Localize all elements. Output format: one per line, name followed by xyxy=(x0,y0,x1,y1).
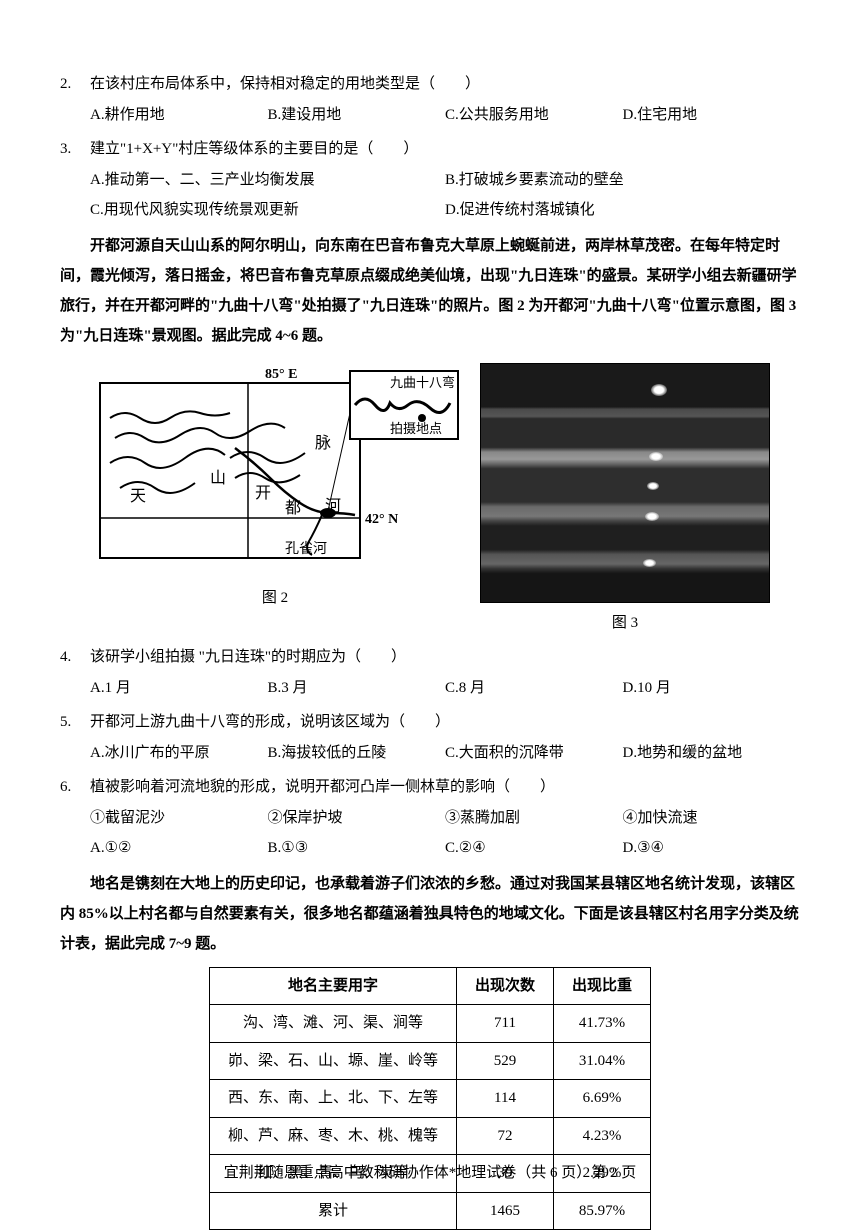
figure-2: 85° E 42° N 天 山 开 都 河 脉 孔雀河 九曲十八弯 xyxy=(90,363,460,613)
figure-3: 图 3 xyxy=(480,363,770,638)
passage-1: 开都河源自天山山系的阿尔明山，向东南在巴音布鲁克大草原上蜿蜒前进，两岸林草茂密。… xyxy=(60,231,800,351)
table-row: 柳、芦、麻、枣、木、桃、槐等724.23% xyxy=(209,1117,650,1155)
q6-item-2: ②保岸护坡 xyxy=(268,804,446,833)
lon-label: 85° E xyxy=(265,367,297,382)
fig3-caption: 图 3 xyxy=(612,609,638,638)
shan-label: 山 xyxy=(210,469,226,487)
table-header-row: 地名主要用字 出现次数 出现比重 xyxy=(209,967,650,1005)
q2-opt-a: A.耕作用地 xyxy=(90,101,268,130)
page-footer: 宜荆荆随恩重点高中教科研协作体*地理试卷（共 6 页）第 2 页 xyxy=(0,1159,860,1188)
question-2: 2. 在该村庄布局体系中，保持相对稳定的用地类型是（ ） A.耕作用地 B.建设… xyxy=(60,70,800,129)
q4-opt-d: D.10 月 xyxy=(623,674,801,703)
inset-point: 拍摄地点 xyxy=(390,421,442,436)
passage-2: 地名是镌刻在大地上的历史印记，也承载着游子们浓浓的乡愁。通过对我国某县辖区地名统… xyxy=(60,869,800,959)
kai-label: 开 xyxy=(255,485,271,502)
q6-opt-a: A.①② xyxy=(90,834,268,863)
q3-num: 3. xyxy=(60,135,90,164)
question-6: 6. 植被影响着河流地貌的形成，说明开都河凸岸一侧林草的影响（ ） ①截留泥沙 … xyxy=(60,773,800,863)
q2-stem: 在该村庄布局体系中，保持相对稳定的用地类型是（ ） xyxy=(90,70,800,99)
q6-opt-b: B.①③ xyxy=(268,834,446,863)
q2-num: 2. xyxy=(60,70,90,99)
q3-opt-b: B.打破城乡要素流动的壁垒 xyxy=(445,166,800,195)
q4-stem: 该研学小组拍摄 "九日连珠"的时期应为（ ） xyxy=(90,643,800,672)
q5-stem: 开都河上游九曲十八弯的形成，说明该区域为（ ） xyxy=(90,708,800,737)
q6-item-4: ④加快流速 xyxy=(623,804,801,833)
du-label: 都 xyxy=(285,499,301,517)
q2-opt-c: C.公共服务用地 xyxy=(445,101,623,130)
q6-opt-c: C.②④ xyxy=(445,834,623,863)
q4-num: 4. xyxy=(60,643,90,672)
table-row: 累计146585.97% xyxy=(209,1192,650,1230)
tian-label: 天 xyxy=(130,488,146,505)
map-diagram: 85° E 42° N 天 山 开 都 河 脉 孔雀河 九曲十八弯 xyxy=(90,363,460,578)
th-1: 地名主要用字 xyxy=(209,967,456,1005)
table-row: 峁、梁、石、山、塬、崖、岭等52931.04% xyxy=(209,1042,650,1080)
fig2-caption: 图 2 xyxy=(262,584,288,613)
q2-opt-b: B.建设用地 xyxy=(268,101,446,130)
sunset-photo xyxy=(480,363,770,603)
q3-opt-a: A.推动第一、二、三产业均衡发展 xyxy=(90,166,445,195)
q5-opt-c: C.大面积的沉降带 xyxy=(445,739,623,768)
table-row: 沟、湾、滩、河、渠、涧等71141.73% xyxy=(209,1005,650,1043)
mai-label: 脉 xyxy=(315,434,331,452)
q3-opt-d: D.促进传统村落城镇化 xyxy=(445,196,800,225)
q6-num: 6. xyxy=(60,773,90,802)
th-3: 出现比重 xyxy=(554,967,651,1005)
q5-opt-a: A.冰川广布的平原 xyxy=(90,739,268,768)
figures-row: 85° E 42° N 天 山 开 都 河 脉 孔雀河 九曲十八弯 xyxy=(60,363,800,638)
question-5: 5. 开都河上游九曲十八弯的形成，说明该区域为（ ） A.冰川广布的平原 B.海… xyxy=(60,708,800,767)
q3-opt-c: C.用现代风貌实现传统景观更新 xyxy=(90,196,445,225)
q4-opt-b: B.3 月 xyxy=(268,674,446,703)
lat-label: 42° N xyxy=(365,512,398,527)
th-2: 出现次数 xyxy=(456,967,553,1005)
q6-opt-d: D.③④ xyxy=(623,834,801,863)
q6-stem: 植被影响着河流地貌的形成，说明开都河凸岸一侧林草的影响（ ） xyxy=(90,773,800,802)
q4-opt-a: A.1 月 xyxy=(90,674,268,703)
q5-opt-b: B.海拔较低的丘陵 xyxy=(268,739,446,768)
question-3: 3. 建立"1+X+Y"村庄等级体系的主要目的是（ ） A.推动第一、二、三产业… xyxy=(60,135,800,225)
q5-opt-d: D.地势和缓的盆地 xyxy=(623,739,801,768)
inset-title: 九曲十八弯 xyxy=(390,375,455,390)
question-4: 4. 该研学小组拍摄 "九日连珠"的时期应为（ ） A.1 月 B.3 月 C.… xyxy=(60,643,800,702)
q5-num: 5. xyxy=(60,708,90,737)
kongque-label: 孔雀河 xyxy=(285,541,327,557)
table-body: 沟、湾、滩、河、渠、涧等71141.73% 峁、梁、石、山、塬、崖、岭等5293… xyxy=(209,1005,650,1230)
table-row: 西、东、南、上、北、下、左等1146.69% xyxy=(209,1080,650,1118)
q6-item-1: ①截留泥沙 xyxy=(90,804,268,833)
q2-opt-d: D.住宅用地 xyxy=(623,101,801,130)
placename-table: 地名主要用字 出现次数 出现比重 沟、湾、滩、河、渠、涧等71141.73% 峁… xyxy=(209,967,651,1230)
q4-opt-c: C.8 月 xyxy=(445,674,623,703)
q3-stem: 建立"1+X+Y"村庄等级体系的主要目的是（ ） xyxy=(90,135,800,164)
q6-item-3: ③蒸腾加剧 xyxy=(445,804,623,833)
